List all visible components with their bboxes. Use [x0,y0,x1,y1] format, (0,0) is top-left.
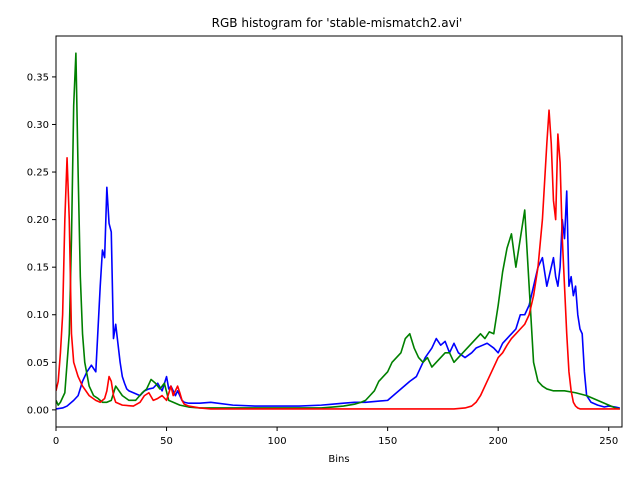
x-tick-label: 100 [268,436,287,447]
y-tick-label: 0.35 [27,72,49,83]
series-line-green [56,52,620,410]
x-tick-label: 0 [53,436,59,447]
y-tick-label: 0.10 [27,310,49,321]
plot-background [56,36,622,427]
x-tick-label: 50 [160,436,173,447]
y-tick-label: 0.30 [27,120,49,131]
y-tick-label: 0.00 [27,405,49,416]
x-tick-label: 250 [599,436,618,447]
y-axis-ticks: 0.00 0.05 0.10 0.15 0.20 0.25 0.30 0.35 [27,72,56,416]
y-tick-label: 0.15 [27,263,49,274]
x-tick-label: 200 [489,436,508,447]
x-axis-label: Bins [328,454,349,465]
y-tick-label: 0.25 [27,168,49,179]
plot-frame [55,35,623,428]
x-axis-ticks: 0 50 100 150 200 250 [53,427,618,447]
y-tick-label: 0.05 [27,358,49,369]
series-line-red [56,109,620,410]
x-tick-label: 150 [378,436,397,447]
chart-title: RGB histogram for 'stable-mismatch2.avi' [212,16,463,30]
series-layer [56,52,620,410]
plot-area: 0 50 100 150 200 250 0.00 0.05 0.10 0.15 0.20 0.25… [27,35,623,447]
y-tick-label: 0.20 [27,215,49,226]
